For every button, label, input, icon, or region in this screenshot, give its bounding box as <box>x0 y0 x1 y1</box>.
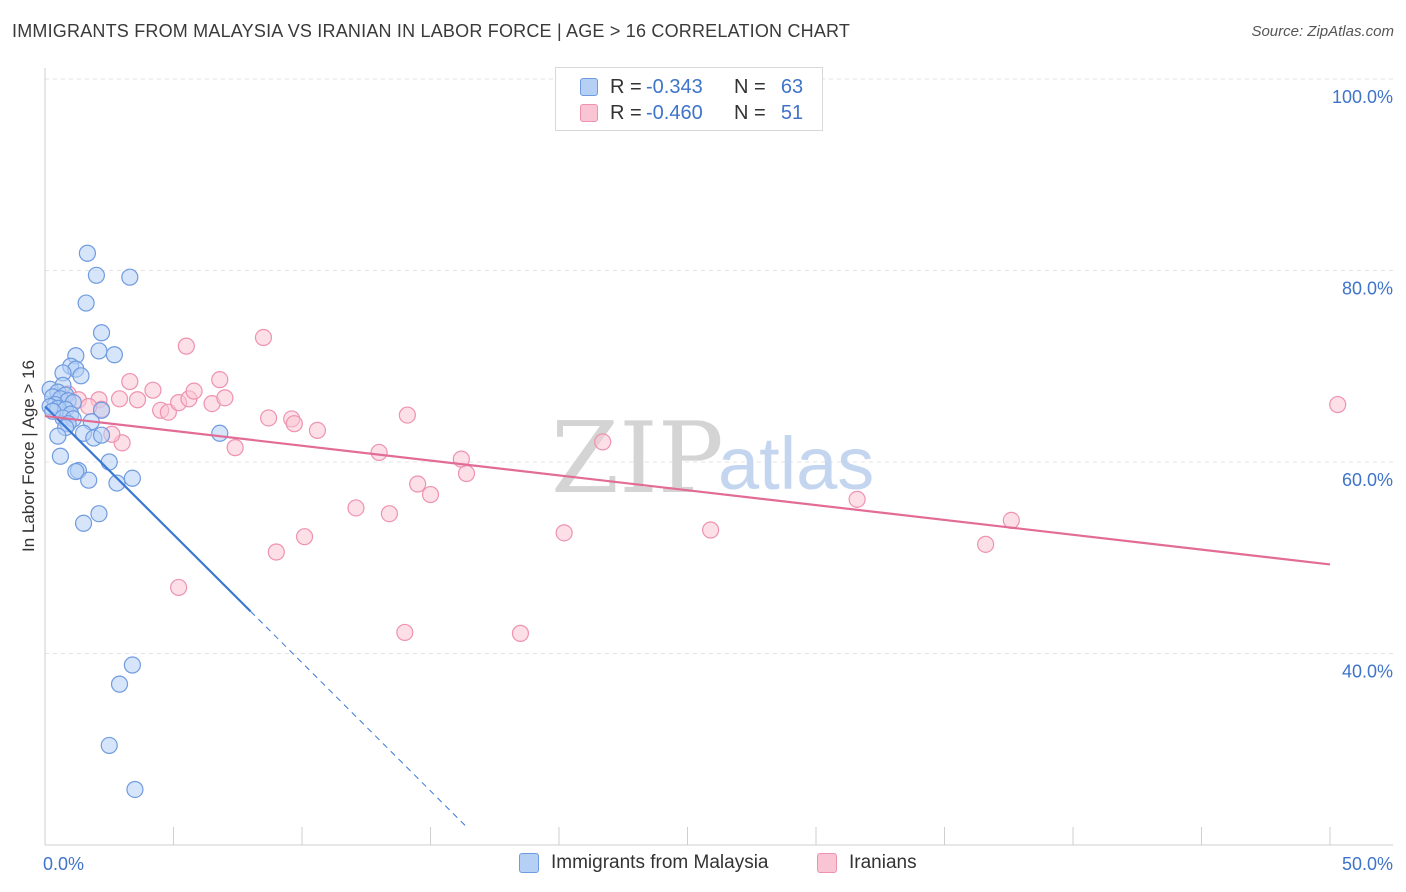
iranians-point <box>285 415 303 433</box>
malaysia-point <box>100 453 118 471</box>
iranians-point <box>259 409 278 427</box>
source-credit: Source: ZipAtlas.com <box>1251 23 1394 40</box>
iranians-point <box>421 485 440 504</box>
iranians-point <box>347 499 365 517</box>
iranians-point <box>295 528 314 546</box>
malaysia-point <box>92 426 111 444</box>
iranians-point <box>977 535 995 553</box>
iranians-point <box>121 372 139 391</box>
iranians-point <box>396 623 414 642</box>
malaysia-point <box>90 505 108 523</box>
iranians-point <box>211 371 229 389</box>
trend-lines <box>44 405 1331 828</box>
y-tick-label: 100.0% <box>1332 87 1393 107</box>
iranians-point <box>226 439 244 457</box>
y-tick-label: 40.0% <box>1342 662 1393 682</box>
iranians-point <box>380 505 398 523</box>
iranians-point <box>457 464 476 483</box>
malaysia-point <box>211 424 229 442</box>
iranians-point <box>398 406 416 424</box>
r-label: R = <box>610 101 642 124</box>
iranians-point <box>267 543 285 561</box>
malaysia-point <box>108 474 126 492</box>
iranians-legend-swatch <box>817 853 837 873</box>
malaysia-legend-label: Immigrants from Malaysia <box>551 852 769 873</box>
malaysia-point <box>100 736 118 755</box>
iranians-point <box>848 490 866 508</box>
malaysia-point <box>123 656 141 674</box>
gridlines <box>45 78 1393 654</box>
watermark-atlas: atlas <box>718 422 874 505</box>
malaysia-point <box>105 346 123 364</box>
x-tick-label-min: 0.0% <box>43 854 84 874</box>
malaysia-legend-swatch <box>519 853 539 873</box>
malaysia-point <box>121 268 139 286</box>
y-tick-labels: 40.0% 60.0% 80.0% 100.0% <box>1332 87 1393 682</box>
malaysia-trend-extension <box>250 611 467 828</box>
malaysia-point <box>87 266 106 284</box>
iranians-point <box>308 421 327 440</box>
y-axis-label: In Labor Force | Age > 16 <box>19 360 38 552</box>
legend-item-malaysia: Immigrants from Malaysia <box>519 852 769 874</box>
n-value: 51 <box>780 101 804 124</box>
legend-row-iranians: R = -0.460 N = 51 <box>580 101 812 125</box>
watermark: ZIP atlas <box>551 402 874 516</box>
iranians-trend-line <box>44 414 1331 566</box>
iranians-point <box>128 391 147 409</box>
iranians-point <box>555 524 573 542</box>
malaysia-points <box>41 244 229 799</box>
malaysia-point <box>78 244 97 262</box>
chart-title: IMMIGRANTS FROM MALAYSIA VS IRANIAN IN L… <box>12 21 851 41</box>
iranians-point <box>702 521 720 539</box>
malaysia-point <box>126 780 144 799</box>
malaysia-point <box>123 469 141 487</box>
iranians-point <box>594 433 612 451</box>
legend-item-iranians: Iranians <box>817 852 917 874</box>
series-legend: Immigrants from Malaysia Iranians <box>0 852 1406 878</box>
iranians-point <box>110 390 129 408</box>
iranians-point <box>254 328 273 347</box>
iranians-swatch <box>580 104 598 122</box>
malaysia-point <box>77 294 95 312</box>
malaysia-point <box>49 427 67 445</box>
axes <box>44 68 1393 846</box>
x-tick-label-max: 50.0% <box>1342 854 1393 874</box>
malaysia-point <box>110 675 129 693</box>
malaysia-point <box>67 462 85 481</box>
iranians-point <box>216 389 234 407</box>
watermark-zip: ZIP <box>551 402 724 516</box>
r-value: -0.343 <box>646 75 703 98</box>
iranians-point <box>1329 395 1347 414</box>
malaysia-swatch <box>580 78 598 96</box>
iranians-point <box>185 382 203 400</box>
legend-row-malaysia: R = -0.343 N = 63 <box>580 75 812 99</box>
malaysia-point <box>90 342 108 360</box>
n-label: N = <box>734 75 766 98</box>
iranians-point <box>511 624 530 642</box>
iranians-point <box>177 337 195 355</box>
malaysia-point <box>74 514 93 532</box>
malaysia-point <box>72 367 90 385</box>
n-label: N = <box>734 101 766 124</box>
r-value: -0.460 <box>646 101 703 124</box>
y-tick-label: 80.0% <box>1342 279 1393 299</box>
r-label: R = <box>610 75 642 98</box>
malaysia-point <box>80 471 98 489</box>
malaysia-point <box>92 324 111 342</box>
iranians-point <box>409 475 427 493</box>
malaysia-trend-line <box>44 405 252 613</box>
malaysia-point <box>92 401 111 419</box>
iranians-legend-label: Iranians <box>849 852 917 873</box>
correlation-legend: R = -0.343 N = 63 R = -0.460 N = 51 <box>555 67 823 131</box>
malaysia-point <box>51 447 70 465</box>
y-tick-label: 60.0% <box>1342 470 1393 490</box>
n-value: 63 <box>780 75 804 98</box>
iranians-point <box>370 443 388 462</box>
iranians-point <box>144 381 162 399</box>
iranians-point <box>170 578 188 597</box>
